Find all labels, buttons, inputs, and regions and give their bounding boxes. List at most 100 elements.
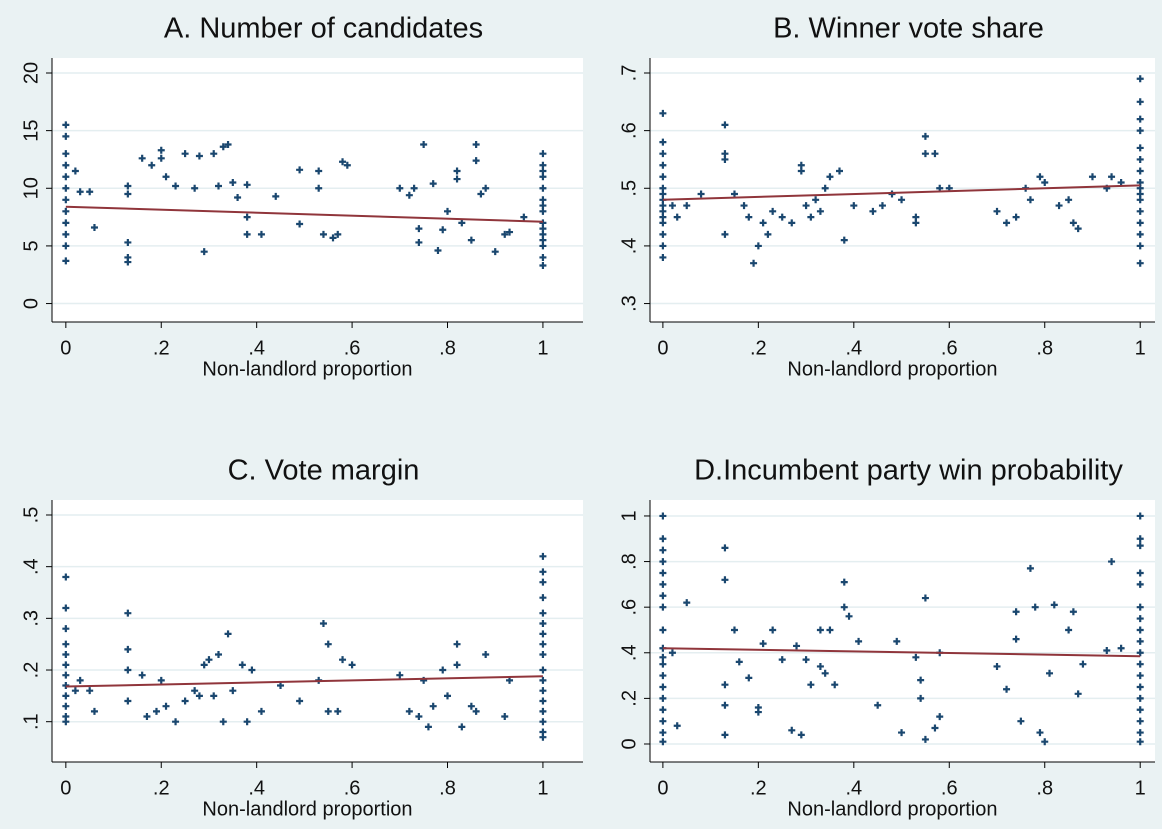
scatter-point bbox=[1136, 75, 1144, 83]
x-tick-label: 1 bbox=[537, 777, 548, 799]
y-tick-label: .6 bbox=[618, 122, 640, 139]
y-tick-label: .1 bbox=[20, 713, 42, 730]
scatter-point bbox=[745, 213, 753, 221]
scatter-point bbox=[1108, 173, 1116, 181]
scatter-point bbox=[215, 651, 223, 659]
scatter-point bbox=[1026, 196, 1034, 204]
scatter-point bbox=[506, 676, 514, 684]
scatter-point bbox=[472, 707, 480, 715]
scatter-point bbox=[730, 626, 738, 634]
scatter-point bbox=[219, 718, 227, 726]
scatter-point bbox=[1026, 564, 1034, 572]
scatter-point bbox=[659, 683, 667, 691]
scatter-point bbox=[210, 692, 218, 700]
scatter-point bbox=[1108, 558, 1116, 566]
y-tick-label: .2 bbox=[618, 690, 640, 707]
scatter-point bbox=[821, 184, 829, 192]
panel-marks bbox=[659, 75, 1144, 267]
scatter-point bbox=[1136, 683, 1144, 691]
scatter-point bbox=[931, 724, 939, 732]
scatter-point bbox=[1136, 569, 1144, 577]
plot-area bbox=[650, 500, 1155, 762]
scatter-point bbox=[793, 642, 801, 650]
scatter-point bbox=[539, 552, 547, 560]
scatter-point bbox=[1136, 603, 1144, 611]
scatter-point bbox=[124, 182, 132, 190]
scatter-point bbox=[453, 640, 461, 648]
scatter-point bbox=[76, 676, 84, 684]
scatter-point bbox=[993, 207, 1001, 215]
y-tick-label: .8 bbox=[618, 553, 640, 570]
scatter-point bbox=[248, 666, 256, 674]
scatter-point bbox=[415, 225, 423, 233]
scatter-point bbox=[71, 167, 79, 175]
scatter-point bbox=[1136, 660, 1144, 668]
scatter-point bbox=[477, 190, 485, 198]
chart-title: D.Incumbent party win probability bbox=[694, 455, 1123, 487]
scatter-point bbox=[807, 213, 815, 221]
scatter-point bbox=[812, 196, 820, 204]
scatter-point bbox=[157, 676, 165, 684]
scatter-point bbox=[888, 190, 896, 198]
y-tick-label: 0 bbox=[20, 298, 42, 309]
scatter-point bbox=[152, 707, 160, 715]
chart-title: B. Winner vote share bbox=[773, 13, 1044, 45]
scatter-point bbox=[659, 230, 667, 238]
scatter-point bbox=[319, 620, 327, 628]
scatter-point bbox=[1012, 635, 1020, 643]
scatter-point bbox=[1136, 127, 1144, 135]
scatter-point bbox=[668, 649, 676, 657]
scatter-point bbox=[831, 681, 839, 689]
y-tick-label: .4 bbox=[618, 644, 640, 661]
scatter-point bbox=[272, 192, 280, 200]
scatter-point bbox=[539, 568, 547, 576]
scatter-point bbox=[1012, 213, 1020, 221]
scatter-point bbox=[415, 238, 423, 246]
scatter-point bbox=[659, 173, 667, 181]
scatter-point bbox=[835, 167, 843, 175]
scatter-point bbox=[234, 193, 242, 201]
scatter-point bbox=[1074, 690, 1082, 698]
scatter-point bbox=[754, 708, 762, 716]
scatter-point bbox=[124, 238, 132, 246]
plot-area bbox=[650, 58, 1155, 322]
y-tick-label: .2 bbox=[20, 662, 42, 679]
scatter-point bbox=[238, 661, 246, 669]
scatter-point bbox=[62, 173, 70, 181]
scatter-point bbox=[659, 161, 667, 169]
scatter-point bbox=[76, 188, 84, 196]
scatter-point bbox=[62, 651, 70, 659]
scatter-point bbox=[1036, 729, 1044, 737]
scatter-point bbox=[539, 733, 547, 741]
scatter-point bbox=[539, 242, 547, 250]
scatter-point bbox=[1017, 717, 1025, 725]
scatter-point bbox=[659, 512, 667, 520]
scatter-point bbox=[324, 707, 332, 715]
scatter-point bbox=[917, 676, 925, 684]
y-tick-label: .7 bbox=[618, 65, 640, 82]
scatter-point bbox=[539, 676, 547, 684]
scatter-point bbox=[157, 154, 165, 162]
chart-title: A. Number of candidates bbox=[164, 13, 483, 45]
scatter-point bbox=[62, 718, 70, 726]
scatter-point bbox=[769, 207, 777, 215]
scatter-point bbox=[921, 735, 929, 743]
scatter-point bbox=[420, 140, 428, 148]
scatter-point bbox=[912, 219, 920, 227]
scatter-point bbox=[921, 594, 929, 602]
scatter-point bbox=[1136, 694, 1144, 702]
scatter-point bbox=[458, 723, 466, 731]
scatter-point bbox=[1136, 207, 1144, 215]
scatter-point bbox=[539, 609, 547, 617]
scatter-point bbox=[224, 630, 232, 638]
y-tick-label: .4 bbox=[20, 558, 42, 575]
scatter-point bbox=[912, 653, 920, 661]
scatter-point bbox=[467, 702, 475, 710]
scatter-point bbox=[1136, 219, 1144, 227]
scatter-point bbox=[215, 182, 223, 190]
scatter-point bbox=[148, 161, 156, 169]
scatter-point bbox=[334, 230, 342, 238]
scatter-point bbox=[329, 234, 337, 242]
scatter-point bbox=[1136, 512, 1144, 520]
scatter-point bbox=[1065, 626, 1073, 634]
